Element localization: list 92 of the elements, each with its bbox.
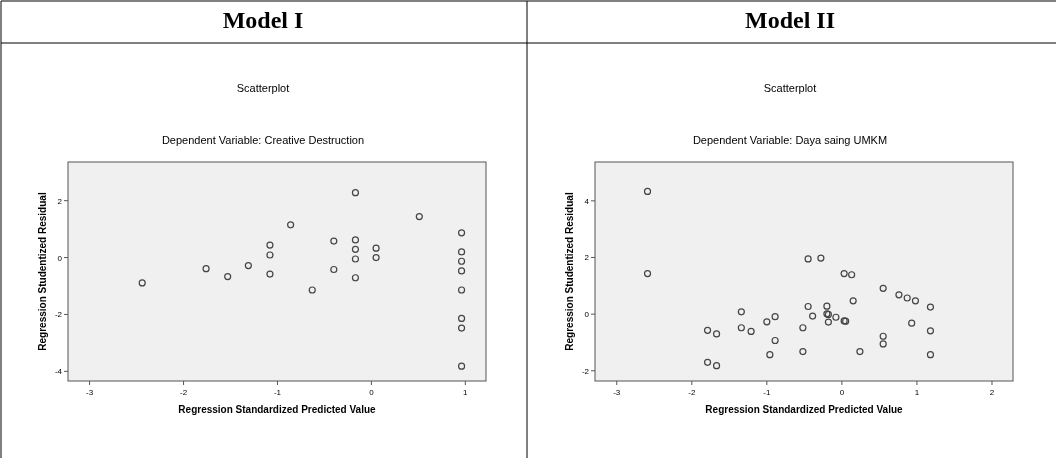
- point: [747, 327, 755, 336]
- chart-subtitle: Scatterplot: [763, 82, 817, 94]
- point: [926, 351, 935, 359]
- y-tick-label: -2: [581, 366, 590, 376]
- text: Dependent Variable: Creative Destruction: [161, 134, 365, 146]
- point: [138, 279, 146, 287]
- x-tick-label: -3: [86, 388, 94, 397]
- y-axis-title: Regression Studentized Residual: [564, 192, 575, 351]
- point: [351, 255, 360, 263]
- point: [817, 254, 825, 262]
- point: [840, 270, 848, 278]
- x-tick-label: -2: [179, 388, 188, 397]
- point: [351, 245, 360, 253]
- point: [823, 302, 831, 310]
- point: [372, 253, 380, 262]
- point: [457, 324, 466, 332]
- point: [809, 312, 817, 320]
- point: [330, 237, 338, 245]
- point: [911, 297, 920, 305]
- point: [224, 273, 232, 281]
- point: [903, 294, 911, 302]
- point: [832, 313, 840, 321]
- chart-title: Model II: [745, 7, 835, 33]
- point: [266, 251, 274, 259]
- point: [308, 286, 316, 294]
- point: [415, 213, 423, 221]
- point: [330, 265, 338, 274]
- point: [799, 324, 807, 332]
- x-axis-title: Regression Standardized Predicted Value: [178, 404, 377, 415]
- y-tick-label: 4: [584, 196, 590, 206]
- point: [926, 303, 935, 311]
- x-tick-label: 1: [463, 388, 469, 397]
- point: [737, 308, 745, 316]
- x-axis-title: Regression Standardized Predicted Value: [705, 404, 904, 415]
- point: [926, 327, 935, 335]
- chart-title: Model I: [222, 7, 304, 33]
- x-tick-label: 2: [989, 388, 995, 397]
- x-tick-label: 0: [839, 388, 845, 397]
- x-tick-label: -3: [613, 388, 621, 397]
- point: [879, 284, 887, 292]
- x-tick-label: -2: [688, 388, 696, 397]
- point: [351, 274, 360, 282]
- point: [643, 270, 652, 278]
- x-tick-label: -1: [763, 388, 771, 397]
- point: [703, 358, 712, 366]
- point: [643, 187, 652, 196]
- point: [879, 340, 887, 348]
- point: [856, 347, 864, 356]
- point: [457, 362, 466, 370]
- point: [287, 221, 295, 229]
- point: [457, 314, 466, 323]
- point: [457, 229, 466, 237]
- point: [712, 330, 721, 338]
- point: [351, 189, 360, 197]
- point: [908, 319, 916, 327]
- y-tick-label: 0: [57, 253, 63, 263]
- y-axis-title: Regression Studentized Residual: [37, 192, 48, 351]
- point: [763, 318, 771, 326]
- point: [895, 291, 903, 299]
- chart-subtitle: Scatterplot: [236, 82, 290, 94]
- y-tick-label: -4: [54, 367, 63, 377]
- point: [703, 326, 712, 334]
- y-tick-label: 2: [584, 253, 590, 263]
- text: Dependent Variable: Daya saing UMKM: [692, 134, 888, 146]
- point: [266, 270, 274, 278]
- point: [849, 297, 857, 305]
- point: [737, 324, 745, 332]
- point: [372, 244, 380, 252]
- point: [244, 261, 252, 270]
- y-tick-label: -2: [54, 310, 63, 320]
- point: [457, 248, 466, 256]
- point: [202, 265, 210, 273]
- point: [457, 257, 466, 265]
- y-tick-label: 0: [584, 310, 590, 320]
- point: [351, 236, 360, 244]
- point: [804, 302, 812, 311]
- x-tick-label: -1: [273, 388, 282, 397]
- point: [771, 313, 779, 321]
- point: [824, 318, 832, 326]
- point: [457, 286, 466, 294]
- y-tick-label: 2: [57, 196, 63, 206]
- point: [771, 336, 779, 345]
- point: [799, 347, 807, 356]
- point: [712, 362, 721, 370]
- point: [804, 255, 812, 263]
- point: [848, 271, 856, 279]
- point: [766, 351, 774, 359]
- x-tick-label: 1: [914, 388, 920, 397]
- x-tick-label: 0: [369, 388, 375, 397]
- point: [457, 267, 466, 275]
- point: [879, 332, 887, 340]
- point: [266, 241, 274, 249]
